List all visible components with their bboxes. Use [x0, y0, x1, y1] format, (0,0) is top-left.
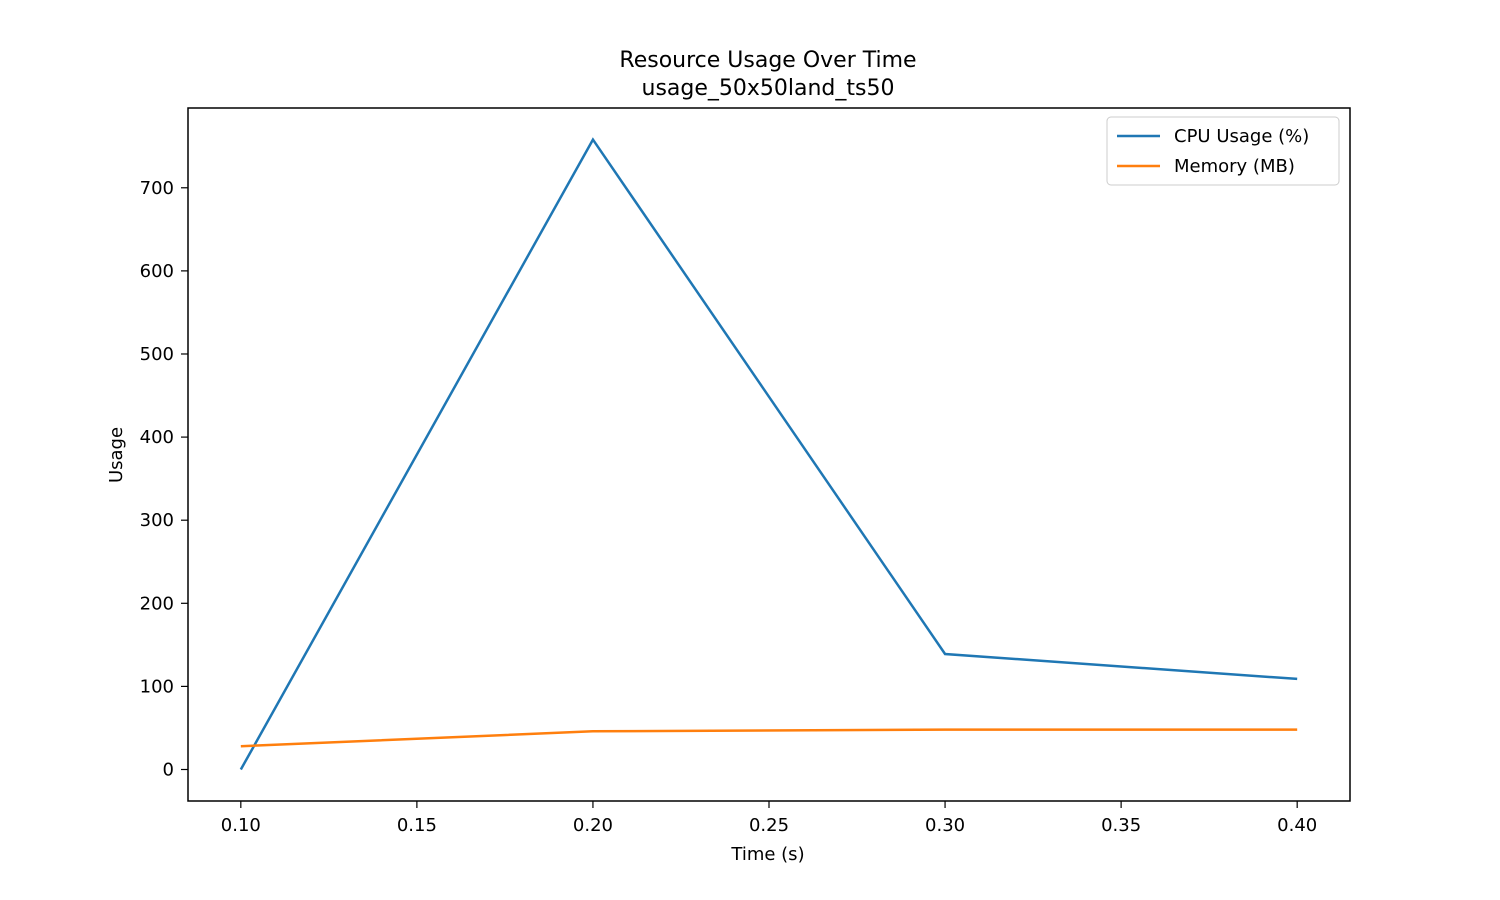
y-axis-label: Usage	[106, 427, 127, 483]
x-tick-label: 0.15	[397, 815, 437, 836]
y-tick-label: 200	[140, 593, 174, 614]
x-tick-label: 0.25	[749, 815, 789, 836]
series-line-0	[239, 137, 1298, 771]
y-tick-label: 300	[140, 510, 174, 531]
y-tick-label: 500	[140, 344, 174, 365]
x-axis-ticks: 0.10 0.15 0.20 0.25 0.30 0.35 0.40	[221, 801, 1317, 836]
series-layer	[239, 137, 1298, 771]
legend: CPU Usage (%) Memory (MB)	[1106, 116, 1340, 186]
plot-area	[188, 108, 1350, 801]
y-tick-label: 700	[140, 178, 174, 199]
chart-title: Resource Usage Over Time	[619, 48, 916, 73]
y-tick-label: 600	[140, 261, 174, 282]
x-axis-label: Time (s)	[730, 844, 804, 865]
y-tick-label: 400	[140, 427, 174, 448]
y-axis-ticks: 0 100 200 300 400 500 600 700	[140, 178, 188, 781]
legend-box	[1106, 116, 1340, 186]
chart-subtitle: usage_50x50land_ts50	[642, 76, 895, 101]
series-line-1	[240, 728, 1298, 748]
x-tick-label: 0.10	[221, 815, 261, 836]
x-tick-label: 0.40	[1277, 815, 1317, 836]
x-tick-label: 0.20	[573, 815, 613, 836]
legend-label-1: Memory (MB)	[1174, 156, 1295, 177]
y-tick-label: 100	[140, 676, 174, 697]
x-tick-label: 0.30	[925, 815, 965, 836]
legend-label-0: CPU Usage (%)	[1174, 126, 1309, 147]
y-tick-label: 0	[163, 760, 174, 781]
x-tick-label: 0.35	[1101, 815, 1141, 836]
